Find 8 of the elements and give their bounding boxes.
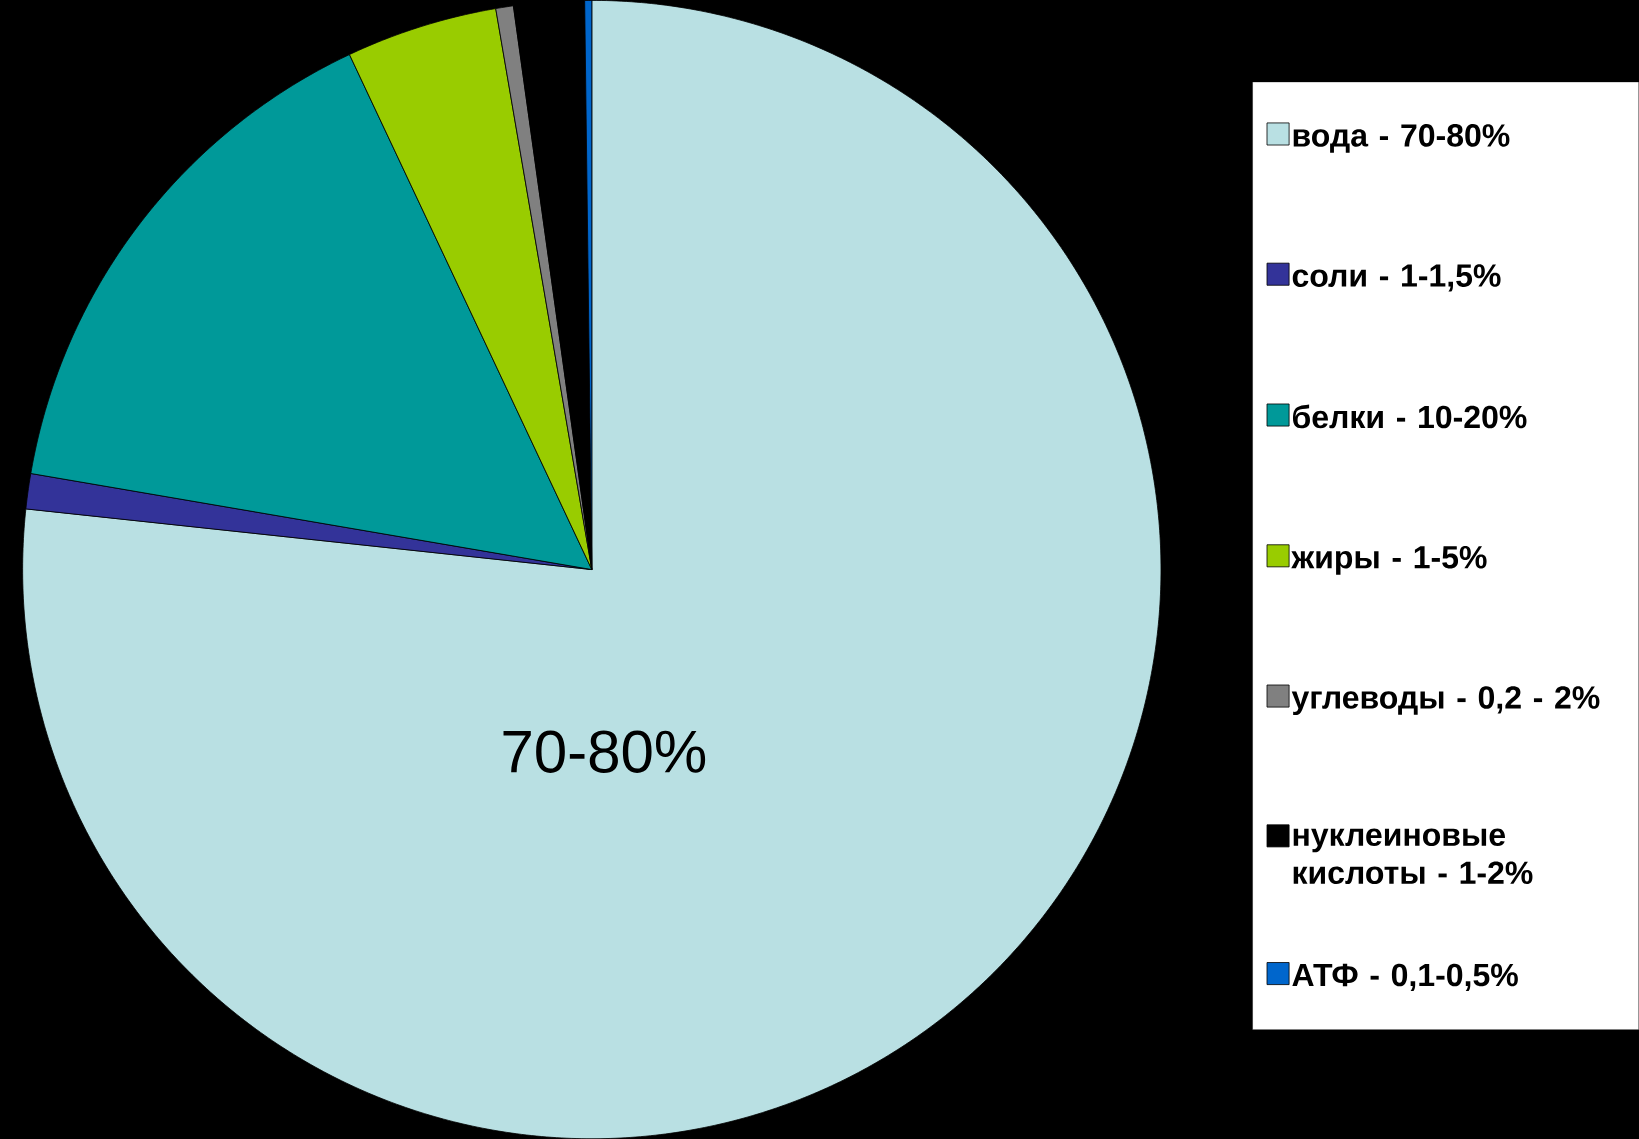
text: 70-80% bbox=[503, 730, 706, 773]
legend-label: вода - 70-80% bbox=[1293, 123, 1510, 153]
legend-label: белки - 10-20% bbox=[1292, 404, 1527, 429]
legend-label: углеводы - 0,2 - 2% bbox=[1291, 686, 1600, 716]
legend-label: нуклеиновые кислоты - 1-2% bbox=[1293, 828, 1533, 884]
legend-label: жиры - 1-5% bbox=[1291, 545, 1487, 575]
legend-label: АТФ - 0,1-0,5% bbox=[1292, 963, 1518, 991]
legend-label: соли - 1-1,5% bbox=[1292, 264, 1501, 292]
